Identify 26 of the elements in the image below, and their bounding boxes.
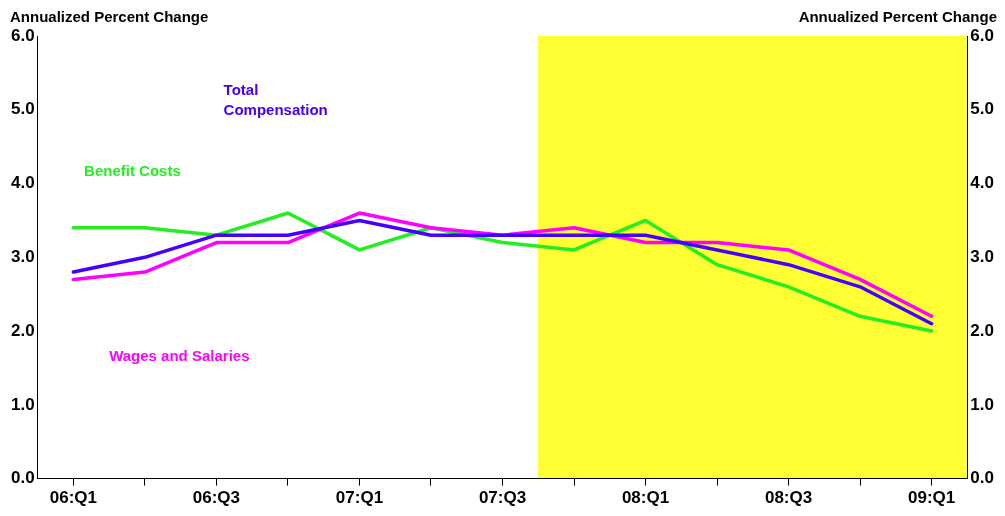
x-tick-label: 07:Q1: [335, 488, 384, 508]
x-tick-label: 06:Q3: [192, 488, 241, 508]
x-tick-label: 06:Q1: [49, 488, 98, 508]
x-tick-label: 08:Q3: [764, 488, 813, 508]
y2-tick-label: 1.0: [970, 394, 995, 414]
x-tick-label: 07:Q3: [478, 488, 527, 508]
y2-tick-label: 4.0: [970, 173, 995, 193]
x-tick-label: 08:Q1: [621, 488, 670, 508]
y2-tick-label: 2.0: [970, 320, 995, 340]
y-tick-label: 2.0: [10, 320, 35, 340]
y-tick-label: 4.0: [10, 173, 35, 193]
y2-tick-label: 5.0: [970, 99, 995, 119]
y2-tick-label: 0.0: [970, 468, 995, 488]
x-tick-label: 09:Q1: [907, 488, 956, 508]
text: Benefit Costs: [84, 162, 181, 180]
y-tick-label: 6.0: [10, 25, 35, 45]
y2-tick-label: 6.0: [970, 25, 995, 45]
text: Total Compensation: [223, 81, 328, 119]
y-tick-label: 1.0: [10, 394, 35, 414]
text: Wages and Salaries: [109, 346, 250, 364]
y-axis-title: Annualized Percent Change: [10, 8, 209, 25]
y2-tick-label: 3.0: [970, 246, 995, 266]
y2-axis-title: Annualized Percent Change: [798, 8, 997, 25]
y-tick-label: 0.0: [10, 468, 35, 488]
y-tick-label: 5.0: [10, 99, 35, 119]
y-tick-label: 3.0: [10, 246, 35, 266]
